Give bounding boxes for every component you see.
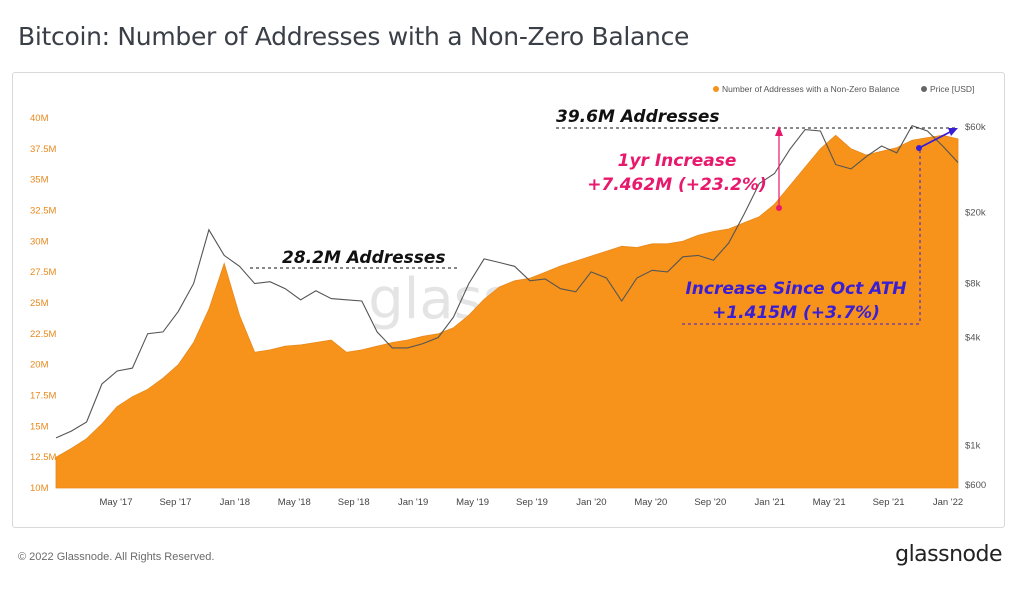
y-right-tick-label: $4k xyxy=(965,333,981,344)
copyright-text: © 2022 Glassnode. All Rights Reserved. xyxy=(18,551,215,563)
annotation-1yr-increase-title: 1yr Increase xyxy=(618,151,737,171)
y-left-tick-label: 40M xyxy=(30,113,49,124)
annotation-2021-addresses: 39.6M Addresses xyxy=(556,107,720,127)
addresses-area xyxy=(55,134,959,489)
x-tick-label: May '21 xyxy=(813,497,846,508)
page-title: Bitcoin: Number of Addresses with a Non-… xyxy=(18,22,690,51)
x-tick-label: Jan '20 xyxy=(576,497,606,508)
y-left-tick-label: 22.5M xyxy=(30,329,56,340)
x-tick-label: Jan '21 xyxy=(755,497,785,508)
legend-label: Price [USD] xyxy=(930,84,974,94)
brand-logo: glassnode xyxy=(895,542,1002,567)
annotation-1yr-increase-value: +7.462M (+23.2%) xyxy=(587,175,767,195)
x-tick-label: Jan '18 xyxy=(220,497,250,508)
y-left-tick-label: 10M xyxy=(30,483,49,494)
y-right-tick-label: $20k xyxy=(965,207,986,218)
y-left-tick-label: 25M xyxy=(30,298,49,309)
y-left-tick-label: 17.5M xyxy=(30,391,56,402)
oct-ath-start-dot xyxy=(916,145,922,151)
price-line xyxy=(55,125,959,439)
legend-marker xyxy=(921,86,927,92)
y-left-tick-label: 27.5M xyxy=(30,267,56,278)
x-tick-label: May '20 xyxy=(634,497,667,508)
y-right-tick-label: $8k xyxy=(965,279,981,290)
y-right-tick-label: $60k xyxy=(965,122,986,133)
y-left-tick-label: 37.5M xyxy=(30,144,56,155)
y-right-tick-label: $600 xyxy=(965,480,986,491)
annotation-2018-addresses: 28.2M Addresses xyxy=(282,248,446,268)
y-left-tick-label: 12.5M xyxy=(30,452,56,463)
x-tick-label: Sep '18 xyxy=(338,497,370,508)
y-right-tick-label: $1k xyxy=(965,440,981,451)
yearly-increase-arrowhead xyxy=(775,126,783,136)
y-left-tick-label: 20M xyxy=(30,360,49,371)
legend-marker xyxy=(713,86,719,92)
x-tick-label: Jan '22 xyxy=(933,497,963,508)
x-tick-label: Sep '20 xyxy=(694,497,726,508)
annotation-oct-ath-title: Increase Since Oct ATH xyxy=(685,279,906,299)
x-tick-label: May '17 xyxy=(100,497,133,508)
x-tick-label: Sep '17 xyxy=(159,497,191,508)
x-tick-label: Sep '21 xyxy=(873,497,905,508)
x-tick-label: May '18 xyxy=(278,497,311,508)
x-tick-label: Jan '19 xyxy=(398,497,428,508)
legend-label: Number of Addresses with a Non-Zero Bala… xyxy=(722,84,900,94)
x-tick-label: May '19 xyxy=(456,497,489,508)
oct-ath-increase-arrow xyxy=(918,130,953,149)
y-left-tick-label: 30M xyxy=(30,236,49,247)
oct-ath-arrowhead xyxy=(948,128,958,136)
y-left-tick-label: 15M xyxy=(30,421,49,432)
annotation-oct-ath-value: +1.415M (+3.7%) xyxy=(712,303,880,323)
y-left-tick-label: 32.5M xyxy=(30,206,56,217)
y-left-tick-label: 35M xyxy=(30,175,49,186)
x-tick-label: Sep '19 xyxy=(516,497,548,508)
yearly-increase-start-dot xyxy=(776,205,782,211)
